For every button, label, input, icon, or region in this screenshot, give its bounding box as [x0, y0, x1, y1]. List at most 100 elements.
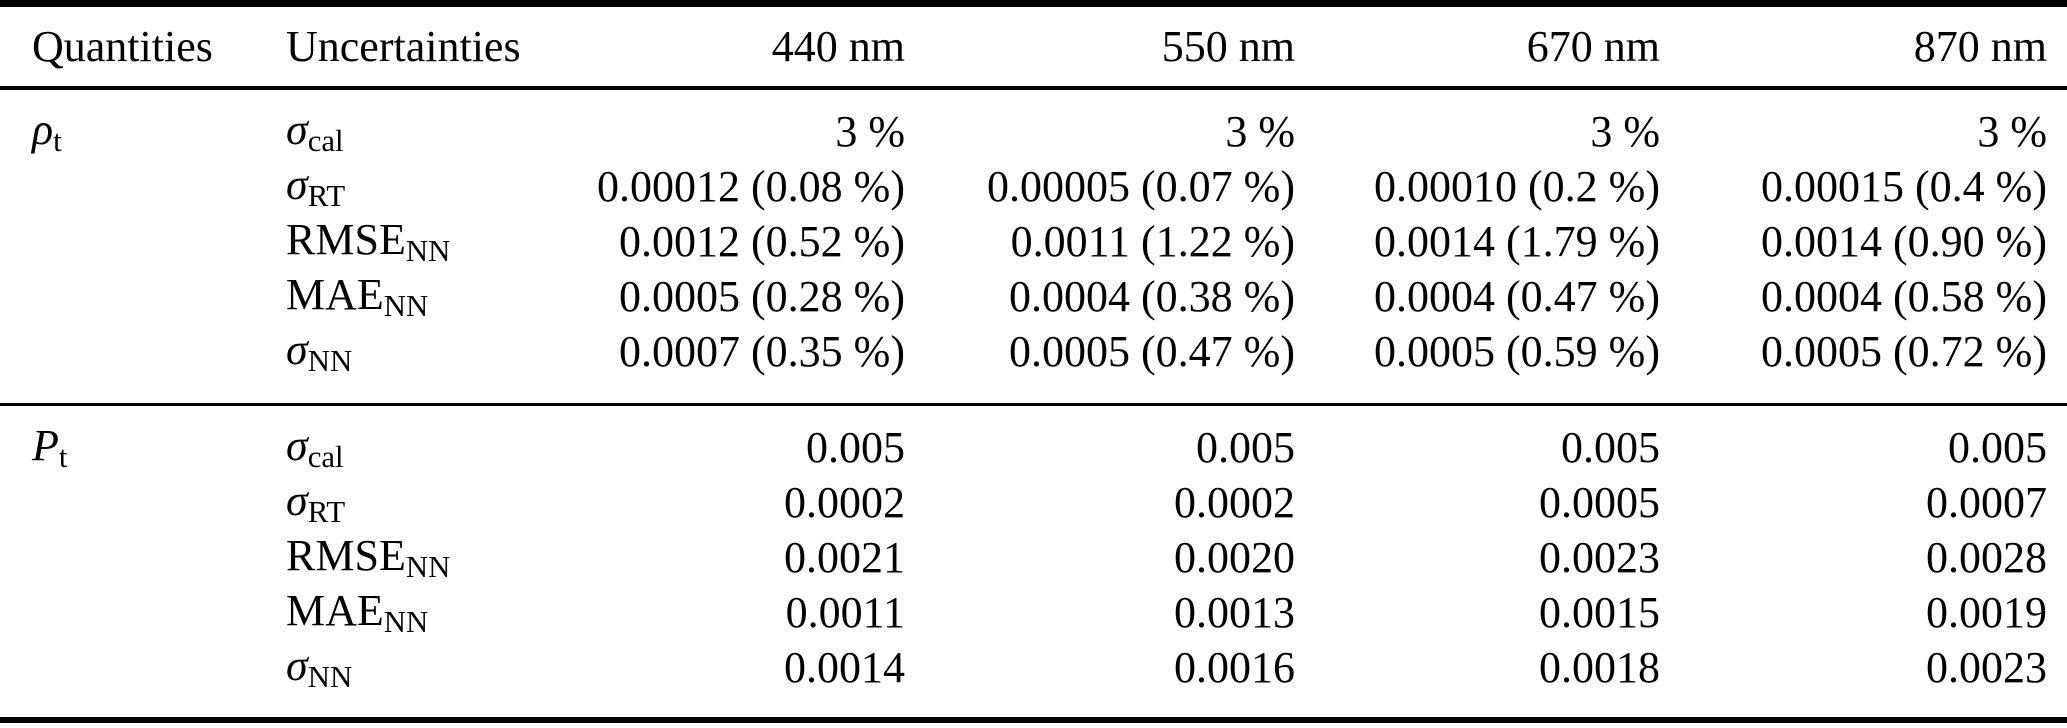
- value-550nm: 0.0020: [1174, 533, 1295, 582]
- value-870nm: 0.00015 (0.4 %): [1761, 162, 2047, 211]
- value-870nm: 0.0023: [1926, 643, 2047, 692]
- table-row: σNN 0.0007 (0.35 %) 0.0005 (0.47 %) 0.00…: [0, 324, 2067, 405]
- value-440nm: 0.00012 (0.08 %): [597, 162, 905, 211]
- table-row: ρt σcal 3 % 3 % 3 % 3 %: [0, 88, 2067, 159]
- uncertainty-subscript: NN: [405, 233, 451, 268]
- uncertainty-symbol: σ: [286, 160, 308, 210]
- uncertainty-subscript: NN: [383, 288, 429, 323]
- value-440nm: 0.0021: [784, 533, 905, 582]
- value-550nm: 3 %: [1225, 107, 1295, 156]
- value-870nm: 0.0004 (0.58 %): [1761, 272, 2047, 321]
- uncertainty-symbol: MAE: [286, 270, 384, 320]
- value-550nm: 0.0016: [1174, 643, 1295, 692]
- value-440nm: 0.0007 (0.35 %): [619, 327, 905, 376]
- uncertainty-subscript: NN: [307, 659, 353, 694]
- value-670nm: 0.0004 (0.47 %): [1374, 272, 1660, 321]
- value-670nm: 3 %: [1590, 107, 1660, 156]
- quantity-subscript: t: [53, 123, 62, 158]
- value-670nm: 0.0005: [1539, 478, 1660, 527]
- quantity-symbol: ρ: [32, 105, 54, 155]
- value-440nm: 0.0012 (0.52 %): [619, 217, 905, 266]
- value-670nm: 0.0023: [1539, 533, 1660, 582]
- uncertainty-symbol: σ: [286, 105, 308, 155]
- value-440nm: 0.0011: [785, 588, 905, 637]
- value-870nm: 0.0007: [1926, 478, 2047, 527]
- value-440nm: 0.0005 (0.28 %): [619, 272, 905, 321]
- table-row: MAENN 0.0011 0.0013 0.0015 0.0019: [0, 585, 2067, 640]
- uncertainty-symbol: σ: [286, 325, 308, 375]
- quantity-spacer: [0, 585, 253, 640]
- value-440nm: 0.005: [806, 423, 905, 472]
- quantity-symbol: P: [32, 421, 59, 471]
- row-label-sigma-cal: σcal: [253, 405, 540, 476]
- quantity-spacer: [0, 640, 253, 720]
- value-870nm: 0.0014 (0.90 %): [1761, 217, 2047, 266]
- uncertainty-symbol: RMSE: [286, 531, 406, 581]
- quantity-spacer: [0, 324, 253, 405]
- row-label-sigma-rt: σRT: [253, 159, 540, 214]
- row-label-mae-nn: MAENN: [253, 269, 540, 324]
- table-row: σRT 0.00012 (0.08 %) 0.00005 (0.07 %) 0.…: [0, 159, 2067, 214]
- value-550nm: 0.005: [1196, 423, 1295, 472]
- col-header-440nm: 440 nm: [771, 22, 905, 71]
- quantity-label-p-t: Pt: [0, 405, 253, 476]
- value-550nm: 0.00005 (0.07 %): [987, 162, 1295, 211]
- uncertainty-subscript: NN: [383, 604, 429, 639]
- value-870nm: 3 %: [1977, 107, 2047, 156]
- quantity-subscript: t: [58, 439, 68, 474]
- uncertainty-symbol: MAE: [286, 586, 384, 636]
- value-440nm: 0.0014: [784, 643, 905, 692]
- row-label-sigma-nn: σNN: [253, 640, 540, 720]
- table-row: RMSENN 0.0012 (0.52 %) 0.0011 (1.22 %) 0…: [0, 214, 2067, 269]
- quantity-spacer: [0, 530, 253, 585]
- table-row: MAENN 0.0005 (0.28 %) 0.0004 (0.38 %) 0.…: [0, 269, 2067, 324]
- uncertainty-subscript: RT: [307, 178, 346, 213]
- value-670nm: 0.0018: [1539, 643, 1660, 692]
- row-label-sigma-rt: σRT: [253, 475, 540, 530]
- row-label-sigma-cal: σcal: [253, 88, 540, 159]
- value-550nm: 0.0004 (0.38 %): [1009, 272, 1295, 321]
- value-550nm: 0.0005 (0.47 %): [1009, 327, 1295, 376]
- section-rho-t: ρt σcal 3 % 3 % 3 % 3 % σRT 0.00012 (0.0…: [0, 88, 2067, 405]
- value-870nm: 0.0019: [1926, 588, 2047, 637]
- table-row: σRT 0.0002 0.0002 0.0005 0.0007: [0, 475, 2067, 530]
- uncertainty-symbol: σ: [286, 421, 308, 471]
- value-870nm: 0.0005 (0.72 %): [1761, 327, 2047, 376]
- col-header-670nm: 670 nm: [1526, 22, 1660, 71]
- quantity-label-rho-t: ρt: [0, 88, 253, 159]
- table-row: σNN 0.0014 0.0016 0.0018 0.0023: [0, 640, 2067, 720]
- uncertainty-subscript: cal: [307, 439, 344, 474]
- value-870nm: 0.005: [1948, 423, 2047, 472]
- value-550nm: 0.0002: [1174, 478, 1295, 527]
- uncertainty-subscript: cal: [307, 123, 344, 158]
- value-670nm: 0.005: [1561, 423, 1660, 472]
- uncertainty-symbol: σ: [286, 641, 308, 691]
- table-row: RMSENN 0.0021 0.0020 0.0023 0.0028: [0, 530, 2067, 585]
- uncertainty-symbol: σ: [286, 476, 308, 526]
- value-670nm: 0.0015: [1539, 588, 1660, 637]
- uncertainty-subscript: NN: [405, 549, 451, 584]
- header-row: Quantities Uncertainties 440 nm 550 nm 6…: [0, 4, 2067, 88]
- quantity-spacer: [0, 159, 253, 214]
- uncertainty-subscript: RT: [307, 494, 346, 529]
- value-550nm: 0.0011 (1.22 %): [1010, 217, 1295, 266]
- value-440nm: 0.0002: [784, 478, 905, 527]
- col-header-550nm: 550 nm: [1161, 22, 1295, 71]
- row-label-rmse-nn: RMSENN: [253, 530, 540, 585]
- uncertainty-symbol: RMSE: [286, 215, 406, 265]
- value-670nm: 0.00010 (0.2 %): [1374, 162, 1660, 211]
- section-p-t: Pt σcal 0.005 0.005 0.005 0.005 σRT 0.00…: [0, 405, 2067, 721]
- col-header-uncertainties: Uncertainties: [286, 22, 521, 71]
- uncertainty-subscript: NN: [307, 343, 353, 378]
- quantity-spacer: [0, 214, 253, 269]
- row-label-mae-nn: MAENN: [253, 585, 540, 640]
- value-670nm: 0.0005 (0.59 %): [1374, 327, 1660, 376]
- row-label-rmse-nn: RMSENN: [253, 214, 540, 269]
- value-440nm: 3 %: [835, 107, 905, 156]
- row-label-sigma-nn: σNN: [253, 324, 540, 405]
- quantity-spacer: [0, 475, 253, 530]
- value-670nm: 0.0014 (1.79 %): [1374, 217, 1660, 266]
- value-870nm: 0.0028: [1926, 533, 2047, 582]
